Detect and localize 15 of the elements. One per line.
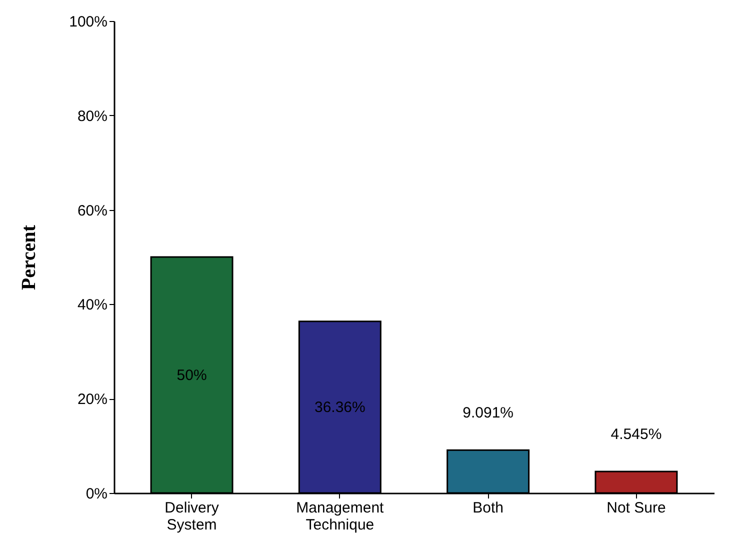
y-tick-label: 60% xyxy=(77,202,108,220)
data-label: 50% xyxy=(176,367,207,384)
y-tick-label: 40% xyxy=(77,296,108,314)
x-tick-label: Delivery System xyxy=(164,500,220,534)
y-tick-label: 0% xyxy=(86,486,108,502)
y-tick-label: 80% xyxy=(77,108,108,125)
data-label: 36.36% xyxy=(314,399,366,416)
y-tick-label: 20% xyxy=(77,391,108,408)
y-tick-label: 100% xyxy=(69,14,108,30)
x-tick-label: Not Sure xyxy=(606,500,666,516)
x-tick-label: Both xyxy=(472,500,504,516)
y-axis-title: Percent xyxy=(18,224,40,290)
x-tick-label: Management Technique xyxy=(296,500,385,534)
data-label: 9.091% xyxy=(462,404,514,422)
data-label: 4.545% xyxy=(610,426,662,443)
